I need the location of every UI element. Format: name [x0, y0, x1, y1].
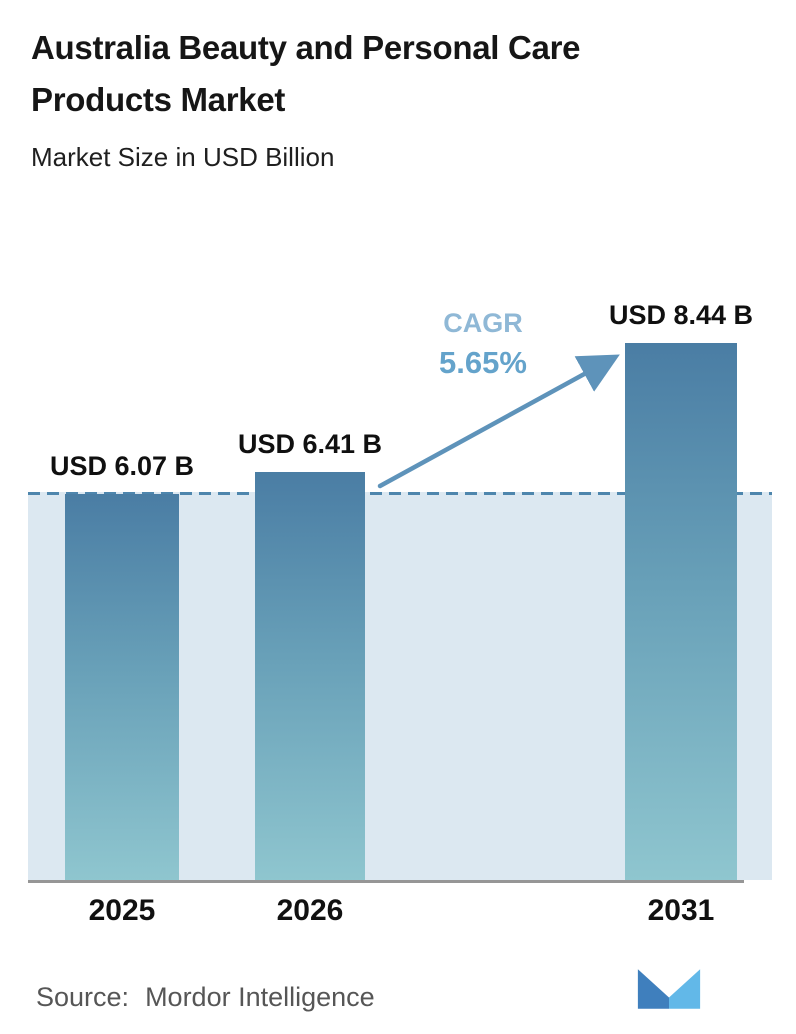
bar-column-2025: USD 6.07 B — [50, 451, 194, 882]
bar-column-2026: USD 6.41 B — [238, 429, 382, 882]
bar-value-label-2026: USD 6.41 B — [237, 429, 383, 459]
chart-title: Australia Beauty and Personal Care Produ… — [31, 22, 761, 126]
bar-2026 — [255, 472, 365, 882]
source-label: Source: — [36, 982, 130, 1012]
bar-column-2031: USD 8.44 B — [609, 300, 753, 882]
cagr-label: CAGR — [443, 308, 523, 338]
source-name: Mordor Intelligence — [145, 982, 375, 1012]
x-tick-2025: 2025 — [88, 894, 156, 927]
bar-2025 — [65, 494, 179, 882]
cagr-annotation: CAGR 5.65% — [408, 308, 558, 381]
chart-title-line2: Products Market — [31, 81, 286, 119]
x-axis-baseline — [28, 880, 744, 883]
mordor-intelligence-logo — [637, 969, 701, 1009]
bar-value-label-2031: USD 8.44 B — [608, 300, 754, 330]
bar-2031 — [625, 343, 737, 882]
chart-subtitle: Market Size in USD Billion — [31, 142, 335, 173]
x-tick-2031: 2031 — [647, 894, 715, 927]
cagr-value: 5.65% — [439, 345, 527, 380]
chart-header: Australia Beauty and Personal Care Produ… — [31, 22, 761, 173]
bar-value-label-2025: USD 6.07 B — [49, 451, 195, 481]
source-attribution: Source: Mordor Intelligence — [36, 982, 375, 1013]
x-tick-2026: 2026 — [276, 894, 344, 927]
reference-dashed-line — [28, 492, 772, 495]
chart-title-line1: Australia Beauty and Personal Care — [31, 29, 581, 66]
